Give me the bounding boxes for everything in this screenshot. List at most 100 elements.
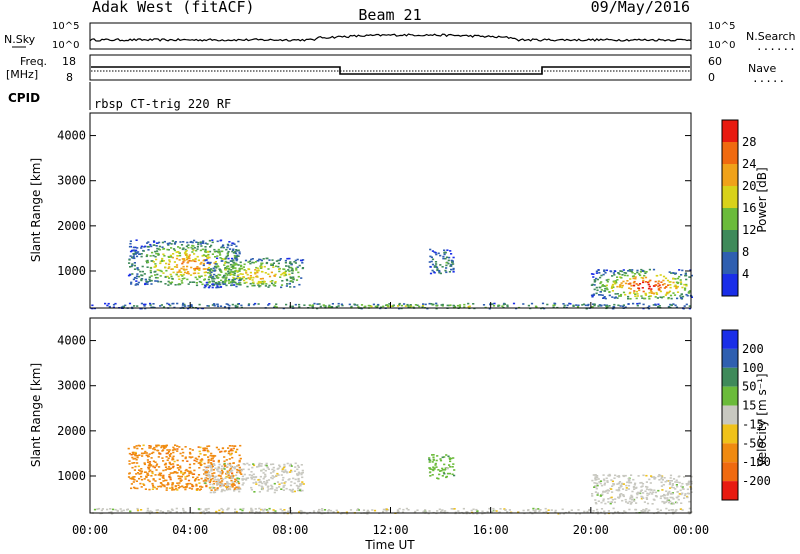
scatter-cell bbox=[172, 451, 175, 454]
scatter-cell bbox=[150, 275, 153, 277]
scatter-cell bbox=[198, 280, 201, 283]
scatter-cell bbox=[167, 510, 170, 512]
scatter-cell bbox=[261, 486, 264, 488]
scatter-cell bbox=[280, 286, 283, 289]
scatter-cell bbox=[627, 297, 630, 300]
scatter-cell bbox=[205, 259, 208, 261]
scatter-cell bbox=[278, 268, 281, 270]
x-axis: 00:00 04:00 08:00 12:00 16:00 20:00 00:00 bbox=[72, 302, 709, 537]
scatter-cell bbox=[685, 284, 688, 287]
scatter-cell bbox=[611, 290, 614, 292]
scatter-cell bbox=[224, 477, 227, 479]
scatter-cell bbox=[603, 513, 607, 515]
scatter-cell bbox=[422, 303, 425, 305]
scatter-cell bbox=[599, 482, 602, 485]
scatter-cell bbox=[373, 509, 377, 512]
scatter-cell bbox=[229, 477, 232, 479]
scatter-cell bbox=[138, 454, 141, 456]
scatter-cell bbox=[659, 274, 662, 276]
scatter-cell bbox=[232, 266, 235, 269]
scatter-cell bbox=[626, 280, 629, 282]
scatter-cell bbox=[654, 491, 657, 494]
scatter-cell bbox=[657, 288, 660, 291]
scatter-cell bbox=[438, 271, 441, 274]
scatter-cell bbox=[221, 480, 224, 482]
scatter-cell bbox=[226, 508, 229, 511]
scatter-cell bbox=[272, 511, 275, 514]
scatter-cell bbox=[155, 509, 158, 511]
scatter-cell bbox=[184, 511, 187, 513]
scatter-cell bbox=[429, 459, 432, 462]
scatter-cell bbox=[603, 510, 606, 513]
scatter-cell bbox=[664, 512, 668, 515]
scatter-cell bbox=[147, 474, 150, 476]
scatter-cell bbox=[409, 304, 412, 306]
scatter-cell bbox=[645, 496, 648, 499]
scatter-cell bbox=[182, 473, 185, 476]
scatter-cell bbox=[204, 259, 207, 262]
scatter-cell bbox=[345, 511, 348, 514]
scatter-cell bbox=[215, 263, 219, 265]
scatter-cell bbox=[160, 270, 163, 273]
scatter-cell bbox=[221, 509, 225, 511]
scatter-cell bbox=[149, 279, 152, 282]
scatter-cell bbox=[452, 267, 455, 270]
scatter-cell bbox=[690, 482, 693, 485]
scatter-cell bbox=[231, 279, 234, 281]
scatter-cell bbox=[440, 510, 443, 513]
scatter-cell bbox=[182, 273, 185, 276]
scatter-cell bbox=[440, 469, 443, 472]
scatter-cell bbox=[223, 462, 226, 465]
scatter-cell bbox=[109, 508, 112, 510]
scatter-cell bbox=[182, 265, 185, 268]
scatter-cell bbox=[154, 474, 157, 476]
scatter-cell bbox=[199, 488, 202, 490]
scatter-cell bbox=[291, 488, 294, 491]
scatter-cell bbox=[239, 444, 242, 447]
scatter-cell bbox=[150, 452, 154, 455]
scatter-cell bbox=[264, 482, 267, 485]
scatter-cell bbox=[214, 263, 217, 265]
scatter-cell bbox=[156, 252, 160, 255]
scatter-cell bbox=[206, 305, 209, 307]
scatter-cell bbox=[155, 465, 158, 467]
scatter-cell bbox=[219, 283, 222, 286]
scatter-cell bbox=[448, 304, 451, 307]
scatter-cell bbox=[242, 468, 245, 471]
scatter-cell bbox=[175, 507, 178, 510]
scatter-cell bbox=[133, 276, 137, 279]
scatter-cell bbox=[264, 484, 268, 486]
scatter-cell bbox=[215, 250, 218, 253]
scatter-cell bbox=[227, 270, 230, 273]
scatter-cell bbox=[213, 476, 216, 479]
scatter-cell bbox=[224, 281, 227, 284]
scatter-cell bbox=[145, 454, 148, 457]
scatter-cell bbox=[204, 284, 207, 287]
scatter-cell bbox=[134, 246, 137, 249]
scatter-cell bbox=[216, 240, 219, 243]
scatter-cell bbox=[281, 470, 284, 473]
scatter-cell bbox=[168, 242, 171, 244]
scatter-cell bbox=[605, 287, 608, 289]
scatter-cell bbox=[131, 456, 134, 459]
scatter-cell bbox=[243, 269, 246, 271]
scatter-cell bbox=[660, 281, 663, 283]
scatter-cell bbox=[640, 497, 643, 500]
scatter-cell bbox=[681, 487, 684, 490]
scatter-cell bbox=[599, 276, 602, 279]
scatter-cell bbox=[175, 264, 179, 266]
scatter-cell bbox=[221, 483, 224, 485]
scatter-cell bbox=[215, 475, 218, 478]
scatter-cell bbox=[141, 448, 144, 450]
scatter-cell bbox=[224, 260, 227, 263]
scatter-cell bbox=[208, 473, 211, 476]
scatter-cell bbox=[176, 271, 179, 274]
scatter-cell bbox=[196, 458, 199, 461]
scatter-cell bbox=[239, 279, 243, 281]
scatter-cell bbox=[196, 476, 199, 479]
scatter-cell bbox=[150, 245, 153, 248]
scatter-cell bbox=[149, 465, 152, 467]
scatter-cell bbox=[154, 280, 157, 282]
scatter-cell bbox=[435, 466, 438, 468]
scatter-cell bbox=[603, 482, 606, 485]
